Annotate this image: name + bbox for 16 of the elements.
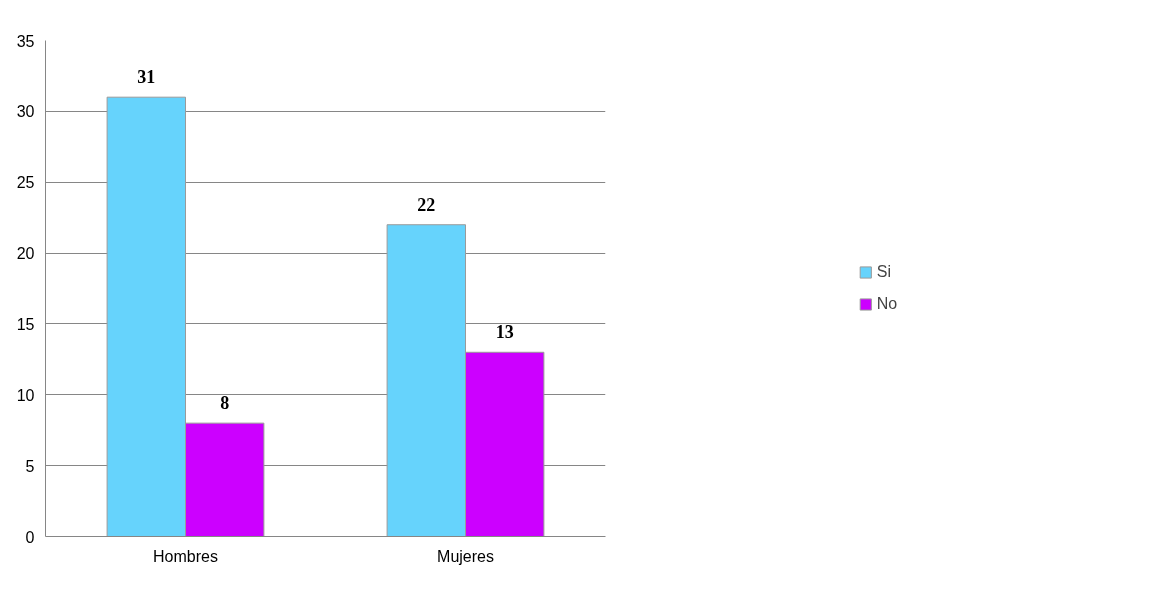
y-tick-label: 25	[16, 174, 35, 192]
y-tick-label: 35	[16, 32, 35, 50]
legend-label: No	[876, 295, 898, 313]
y-tick-label: 5	[25, 457, 35, 475]
legend-label: Si	[876, 263, 892, 281]
data-label: 22	[417, 194, 436, 215]
y-tick-label: 30	[16, 103, 35, 121]
x-tick-label: Hombres	[153, 547, 218, 565]
data-label: 8	[220, 393, 230, 414]
data-label: 31	[137, 67, 156, 88]
y-tick-label: 20	[16, 245, 35, 263]
x-tick-label: Mujeres	[437, 547, 494, 565]
data-label: 13	[495, 322, 514, 343]
y-tick-label: 10	[16, 386, 35, 404]
y-tick-label: 15	[16, 315, 35, 333]
y-tick-label: 0	[25, 528, 35, 546]
